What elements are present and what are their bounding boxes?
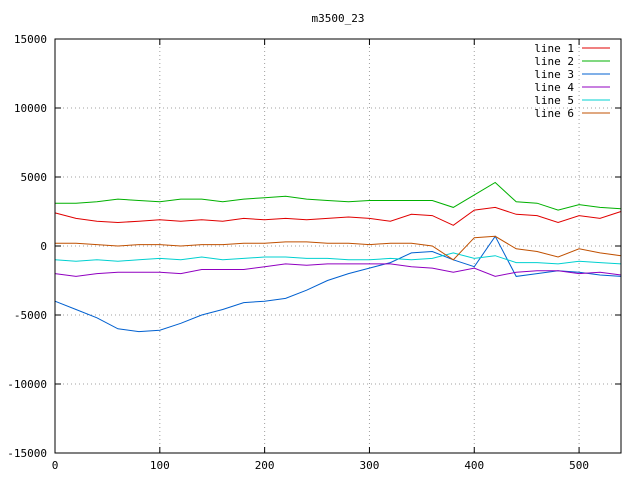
legend-label: line 2 [534, 55, 574, 68]
y-tick-label: 0 [40, 240, 47, 253]
chart-title: m3500_23 [312, 12, 365, 25]
x-tick-label: 400 [464, 459, 484, 472]
x-tick-label: 200 [255, 459, 275, 472]
plot-frame [54, 38, 622, 454]
legend-label: line 5 [534, 94, 574, 107]
x-tick-label: 500 [569, 459, 589, 472]
legend-label: line 3 [534, 68, 574, 81]
series-line-4 [54, 263, 622, 277]
series-line-5 [54, 252, 622, 265]
legend-label: line 4 [534, 81, 574, 94]
series-line-6 [55, 235, 622, 261]
legend-label: line 1 [534, 42, 574, 55]
grid-lines [55, 39, 621, 453]
series-line-3 [54, 235, 622, 333]
y-tick-label: 10000 [14, 102, 47, 115]
series-line-1 [54, 206, 622, 226]
x-tick-label: 0 [52, 459, 59, 472]
y-tick-label: -5000 [14, 309, 47, 322]
series-line-2 [55, 181, 622, 211]
x-tick-label: 100 [150, 459, 170, 472]
y-tick-label: -15000 [7, 447, 47, 460]
x-tick-label: 300 [360, 459, 380, 472]
tick-labels: 0 100 200 300 400 500 -15000 -10000 -5000 0 5000 10… [7, 33, 589, 472]
legend-label: line 6 [534, 107, 574, 120]
y-tick-label: -10000 [7, 378, 47, 391]
y-tick-label: 5000 [21, 171, 48, 184]
y-tick-label: 15000 [14, 33, 47, 46]
series-lines [54, 181, 622, 333]
